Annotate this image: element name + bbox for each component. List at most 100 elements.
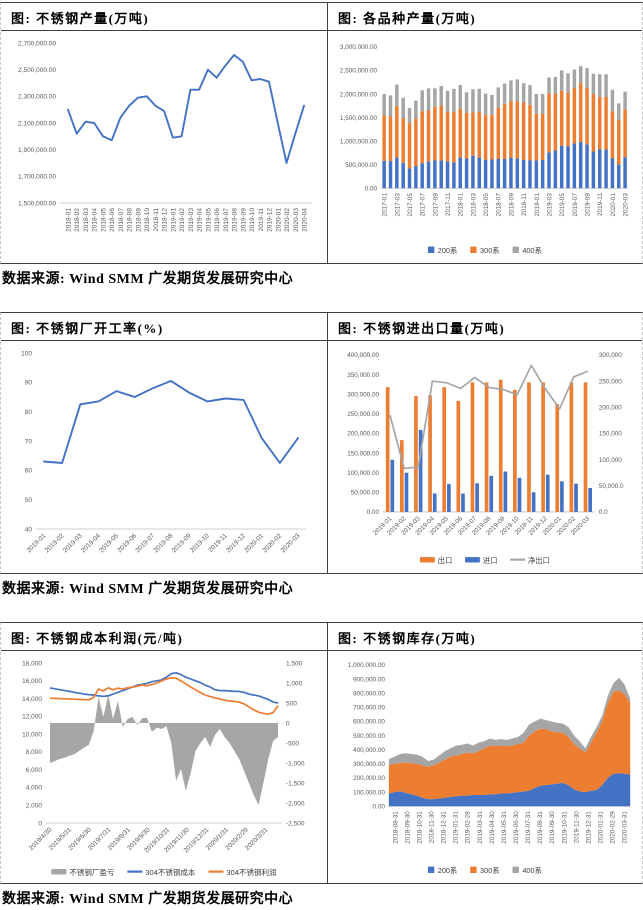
chart-section-3: 图: 不锈钢成本利润(元/吨) 18,000 16,000 14,000 12,000… — [0, 622, 643, 908]
data-source-note: 数据来源: Wind SMM 广发期货发展研究中心 — [2, 582, 294, 597]
svg-text:200,000: 200,000 — [599, 405, 622, 412]
svg-text:净出口: 净出口 — [528, 556, 550, 565]
chart-costprofit: 18,000 16,000 14,000 12,000 10,000 8,000 6,000… — [1, 651, 327, 883]
production-chart-svg: 2,700,000.00 2,500,000.00 2,300,000.00 2,10… — [18, 40, 312, 232]
chart-title-text: 图: 不锈钢进出口量(万吨) — [338, 321, 506, 336]
svg-text:2019-01: 2019-01 — [170, 208, 177, 232]
chart-table-2: 图: 不锈钢厂开工率(%) 100 90 80 70 60 50 40 2019-01 2019… — [0, 312, 643, 574]
svg-text:900,000.00: 900,000.00 — [353, 676, 385, 683]
svg-text:1,500: 1,500 — [286, 660, 303, 667]
svg-text:300,000.00: 300,000.00 — [347, 391, 379, 398]
svg-text:2,500,000.00: 2,500,000.00 — [340, 68, 378, 75]
svg-text:2019-08-31: 2019-08-31 — [537, 811, 544, 844]
svg-text:2018-01: 2018-01 — [458, 193, 465, 217]
svg-text:0.0: 0.0 — [599, 509, 608, 516]
inventory-chart-svg: 1,000,000.00 900,000.00 800,000.00 700,000.… — [348, 662, 631, 875]
svg-text:2019-06: 2019-06 — [214, 208, 221, 232]
chart-cell-inventory: 图: 不锈钢库存(万吨) 1,000,000.00 900,000.00 800,0… — [328, 623, 642, 883]
svg-text:2018-09: 2018-09 — [508, 193, 515, 217]
svg-text:2020-04: 2020-04 — [302, 208, 309, 232]
svg-text:50: 50 — [25, 497, 33, 504]
svg-text:2017-03: 2017-03 — [394, 193, 401, 217]
svg-text:2020-02-29: 2020-02-29 — [610, 811, 617, 844]
svg-text:不锈钢厂盈亏: 不锈钢厂盈亏 — [69, 867, 114, 877]
svg-text:2018-10: 2018-10 — [144, 208, 151, 232]
variety-chart-svg: 3,000,000.00 2,500,000.00 2,000,000.00 1,50… — [340, 44, 630, 255]
svg-text:-1,500: -1,500 — [286, 780, 305, 787]
svg-text:2018-04: 2018-04 — [92, 208, 99, 232]
svg-text:2018-03: 2018-03 — [83, 208, 90, 232]
svg-text:2019-02-28: 2019-02-28 — [465, 811, 472, 844]
svg-text:2019-03-31: 2019-03-31 — [477, 811, 484, 844]
svg-text:80: 80 — [25, 409, 33, 416]
svg-text:2019-11: 2019-11 — [597, 193, 604, 216]
svg-text:进口: 进口 — [483, 556, 498, 565]
svg-text:2019-01: 2019-01 — [534, 193, 541, 217]
svg-text:2,500,000.00: 2,500,000.00 — [18, 67, 56, 74]
svg-text:2020-03: 2020-03 — [623, 193, 630, 217]
svg-text:8,000: 8,000 — [26, 749, 43, 756]
svg-text:2018-11-30: 2018-11-30 — [429, 811, 436, 844]
chart-title-text: 图: 不锈钢厂开工率(%) — [11, 321, 164, 336]
svg-text:1,500,000.00: 1,500,000.00 — [18, 200, 56, 207]
svg-text:2019-03: 2019-03 — [188, 208, 195, 232]
svg-text:100,000: 100,000 — [599, 457, 622, 464]
svg-text:2018-02: 2018-02 — [74, 208, 81, 232]
svg-text:0.00: 0.00 — [373, 804, 386, 811]
svg-text:2018-08-31: 2018-08-31 — [392, 811, 399, 844]
svg-text:2019-04: 2019-04 — [197, 208, 204, 232]
svg-text:2018-09-30: 2018-09-30 — [404, 811, 411, 844]
svg-text:2018-09: 2018-09 — [135, 208, 142, 232]
svg-text:2019-07-31: 2019-07-31 — [525, 811, 532, 844]
trade-chart-svg: 400,000.00 350,000.00 300,000.00 250,000.00… — [347, 352, 624, 565]
svg-text:2018-11: 2018-11 — [153, 208, 160, 232]
svg-text:2020-02: 2020-02 — [284, 208, 291, 232]
svg-text:2019-11: 2019-11 — [258, 208, 265, 232]
svg-text:2019-03: 2019-03 — [546, 193, 553, 217]
svg-text:400,000.00: 400,000.00 — [347, 352, 379, 359]
svg-text:2020-01: 2020-01 — [610, 193, 617, 217]
chart-inventory: 1,000,000.00 900,000.00 800,000.00 700,000.… — [328, 651, 642, 883]
svg-text:2020-01: 2020-01 — [275, 208, 282, 232]
svg-text:4,000: 4,000 — [26, 785, 43, 792]
svg-text:350,000.00: 350,000.00 — [347, 372, 379, 379]
chart-variety: 3,000,000.00 2,500,000.00 2,000,000.00 1,50… — [328, 31, 642, 263]
data-source-note: 数据来源: Wind SMM 广发期货发展研究中心 — [2, 272, 294, 287]
svg-text:2,100,000.00: 2,100,000.00 — [18, 120, 56, 127]
svg-text:2018-08: 2018-08 — [127, 208, 134, 232]
chart-cell-operating: 图: 不锈钢厂开工率(%) 100 90 80 70 60 50 40 2019-01 2019… — [1, 313, 328, 573]
svg-text:200,000.00: 200,000.00 — [353, 775, 385, 782]
svg-text:6,000: 6,000 — [26, 767, 43, 774]
svg-text:1,500,000.00: 1,500,000.00 — [340, 115, 378, 122]
svg-text:2019-02: 2019-02 — [179, 208, 186, 232]
svg-text:500,000.00: 500,000.00 — [353, 733, 385, 740]
svg-text:200,000.00: 200,000.00 — [347, 431, 379, 438]
chart-table-1: 图: 不锈钢产量(万吨) 2,700,000.00 2,500,000.00 2,3… — [0, 2, 643, 264]
svg-text:2019-10: 2019-10 — [189, 532, 211, 554]
svg-text:2019-12: 2019-12 — [267, 208, 274, 232]
svg-text:2017-11: 2017-11 — [445, 193, 452, 216]
svg-text:2018-10-31: 2018-10-31 — [416, 811, 423, 844]
svg-text:500,000.00: 500,000.00 — [345, 162, 377, 169]
svg-text:250,000: 250,000 — [599, 378, 622, 385]
chart-section-2: 图: 不锈钢厂开工率(%) 100 90 80 70 60 50 40 2019-01 2019… — [0, 312, 643, 598]
svg-text:10,000: 10,000 — [22, 731, 42, 738]
svg-text:304不锈钢成本: 304不锈钢成本 — [145, 867, 196, 877]
svg-text:2019-09: 2019-09 — [240, 208, 247, 232]
costprofit-chart-svg: 18,000 16,000 14,000 12,000 10,000 8,000 6,000… — [22, 660, 305, 877]
svg-text:2018-11: 2018-11 — [521, 193, 528, 216]
svg-text:700,000.00: 700,000.00 — [353, 705, 385, 712]
svg-text:100,000.00: 100,000.00 — [353, 789, 385, 796]
svg-text:400系: 400系 — [522, 866, 542, 875]
svg-text:90: 90 — [25, 380, 33, 387]
svg-text:2019-07: 2019-07 — [572, 193, 579, 217]
svg-text:40: 40 — [25, 526, 33, 533]
chart-title-text: 图: 不锈钢成本利润(元/吨) — [11, 631, 184, 646]
svg-text:2,300,000.00: 2,300,000.00 — [18, 94, 56, 101]
svg-text:2020-03-31: 2020-03-31 — [622, 811, 629, 844]
svg-text:2017-05: 2017-05 — [407, 193, 414, 217]
svg-text:300,000: 300,000 — [599, 352, 622, 359]
svg-text:出口: 出口 — [438, 556, 453, 565]
svg-text:0: 0 — [286, 720, 290, 727]
